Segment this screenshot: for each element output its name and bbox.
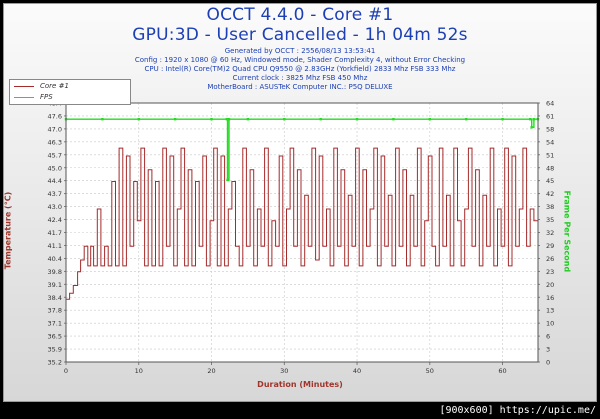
fps-point — [501, 117, 504, 121]
y-tick-label: 35.9 — [48, 346, 62, 354]
y2-tick-label: 35 — [546, 216, 554, 224]
y-tick-label: 40.4 — [48, 255, 62, 263]
y2-tick-label: 0 — [546, 359, 550, 367]
y2-tick-label: 16 — [546, 294, 554, 302]
fps-point — [246, 117, 250, 121]
y-tick-label: 45.0 — [48, 164, 62, 172]
y2-tick-label: 32 — [546, 229, 554, 237]
y2-tick-label: 48 — [546, 164, 554, 172]
y-tick-label: 43.7 — [48, 190, 62, 198]
y2-axis-title: Frame Per Second — [562, 190, 572, 273]
y-tick-label: 47.6 — [48, 112, 62, 120]
y2-tick-label: 20 — [546, 281, 554, 289]
y-tick-label: 36.5 — [48, 333, 62, 341]
image-host-footer: [900x600] https://upic.me/ — [0, 402, 600, 419]
fps-point — [355, 117, 359, 121]
fps-point — [464, 117, 468, 121]
y-axis-title: Temperature (°C) — [3, 191, 13, 270]
chart-subtitle: GPU:3D - User Cancelled - 1h 04m 52s — [132, 25, 468, 45]
y-tick-label: 44.4 — [48, 177, 62, 185]
footer-text: [900x600] https://upic.me/ — [439, 405, 596, 416]
y-tick-label: 42.4 — [48, 216, 62, 224]
fps-point — [392, 117, 395, 121]
x-tick-label: 10 — [135, 367, 143, 375]
y2-tick-label: 23 — [546, 268, 554, 276]
legend-label-fps: FPS — [40, 93, 53, 101]
y-tick-label: 39.1 — [48, 281, 62, 289]
fps-point — [173, 117, 177, 121]
legend-label-core: Core #1 — [40, 82, 69, 90]
x-tick-label: 30 — [280, 367, 288, 375]
y-tick-label: 41.7 — [48, 229, 62, 237]
y2-tick-label: 58 — [546, 125, 554, 133]
series-line-core — [66, 147, 539, 300]
x-axis-title: Duration (Minutes) — [257, 380, 343, 389]
y-tick-label: 45.7 — [48, 151, 62, 159]
legend-item-fps: FPS — [14, 93, 53, 103]
y2-tick-label: 54 — [546, 138, 554, 146]
legend-item-core: Core #1 — [14, 82, 69, 92]
x-tick-label: 0 — [64, 367, 68, 375]
y-tick-label: 37.1 — [48, 320, 62, 328]
x-tick-label: 60 — [498, 367, 506, 375]
motherboard-info: MotherBoard : ASUSTeK Computer INC.: P5Q… — [207, 83, 393, 91]
legend-swatch-fps — [14, 96, 34, 98]
y2-tick-label: 29 — [546, 242, 554, 250]
legend-swatch-core — [14, 85, 34, 87]
x-tick-label: 50 — [426, 367, 434, 375]
x-tick-label: 20 — [207, 367, 215, 375]
y2-tick-label: 38 — [546, 203, 554, 211]
y2-tick-label: 61 — [546, 112, 554, 120]
fps-point — [283, 117, 286, 121]
y2-tick-label: 3 — [546, 346, 550, 354]
fps-point — [227, 178, 230, 182]
fps-point — [530, 126, 533, 129]
y-tick-label: 43.0 — [48, 203, 62, 211]
y2-tick-label: 26 — [546, 255, 554, 263]
fps-point — [227, 117, 231, 121]
generated-info: Generated by OCCT : 2556/08/13 13:53:41 — [224, 47, 376, 55]
fps-point — [532, 117, 536, 121]
y-tick-label: 39.8 — [48, 268, 62, 276]
y2-tick-label: 42 — [546, 190, 554, 198]
y-tick-label: 35.2 — [48, 359, 62, 367]
clock-info: Current clock : 3825 Mhz FSB 450 Mhz — [232, 74, 368, 82]
chart-title: OCCT 4.4.0 - Core #1 — [206, 5, 394, 25]
y-tick-label: 37.8 — [48, 307, 62, 315]
y-tick-label: 47.0 — [48, 125, 62, 133]
y2-tick-label: 51 — [546, 151, 554, 159]
cpu-info: CPU : Intel(R) Core(TM)2 Quad CPU Q9550 … — [144, 65, 456, 73]
fps-point — [319, 117, 322, 121]
y-tick-label: 41.1 — [48, 242, 62, 250]
y-tick-label: 46.3 — [48, 138, 62, 146]
fps-point — [210, 117, 213, 121]
fps-point — [225, 117, 229, 121]
x-tick-label: 40 — [353, 367, 361, 375]
y2-tick-label: 13 — [546, 307, 554, 315]
fps-point — [529, 117, 532, 121]
fps-point — [428, 117, 432, 121]
legend: Core #1 FPS — [9, 79, 131, 105]
y2-tick-label: 10 — [546, 320, 554, 328]
config-info: Config : 1920 x 1080 @ 60 Hz, Windowed m… — [134, 56, 466, 64]
y-tick-label: 38.4 — [48, 294, 62, 302]
fps-point — [101, 117, 104, 121]
y2-tick-label: 64 — [546, 100, 554, 108]
y2-tick-label: 6 — [546, 333, 550, 341]
fps-point — [137, 117, 140, 121]
y2-tick-label: 45 — [546, 177, 554, 185]
plot-border — [65, 102, 539, 363]
